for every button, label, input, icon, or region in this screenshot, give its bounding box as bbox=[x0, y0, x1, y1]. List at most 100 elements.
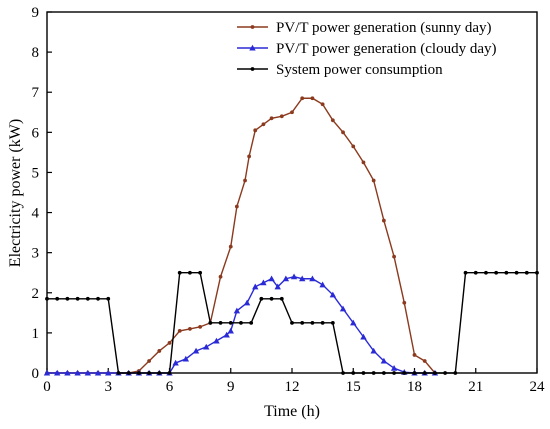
y-tick-label: 4 bbox=[32, 206, 40, 222]
data-point bbox=[282, 275, 290, 282]
series-line bbox=[47, 97, 436, 374]
data-point bbox=[380, 357, 388, 364]
legend-label: PV/T power generation (cloudy day) bbox=[276, 41, 497, 57]
x-tick-label: 24 bbox=[530, 379, 546, 395]
x-tick-label: 0 bbox=[43, 379, 51, 395]
x-tick-label: 3 bbox=[105, 379, 113, 395]
data-point bbox=[249, 320, 254, 325]
series-0 bbox=[45, 96, 437, 375]
data-point bbox=[371, 371, 376, 375]
data-point bbox=[106, 296, 111, 301]
data-point bbox=[361, 371, 366, 375]
data-point bbox=[422, 371, 427, 375]
data-point bbox=[223, 331, 230, 338]
data-point bbox=[339, 305, 347, 312]
data-point bbox=[381, 371, 386, 375]
data-point bbox=[218, 274, 223, 279]
data-point bbox=[309, 275, 316, 282]
data-point bbox=[252, 283, 259, 290]
data-point bbox=[249, 44, 256, 51]
data-point bbox=[192, 347, 200, 354]
data-point bbox=[54, 369, 61, 376]
data-point bbox=[116, 371, 121, 375]
data-point bbox=[227, 327, 234, 334]
data-point bbox=[484, 270, 488, 275]
data-point bbox=[157, 349, 162, 353]
data-point bbox=[55, 296, 60, 301]
data-point bbox=[250, 67, 255, 71]
data-point bbox=[198, 270, 203, 275]
data-point bbox=[250, 25, 255, 29]
data-point bbox=[351, 371, 356, 375]
data-point bbox=[228, 244, 233, 249]
data-point bbox=[300, 96, 305, 101]
legend-item: PV/T power generation (cloudy day) bbox=[237, 41, 497, 57]
y-tick-label: 2 bbox=[32, 286, 40, 302]
y-tick-label: 7 bbox=[32, 85, 40, 101]
data-point bbox=[188, 270, 192, 275]
data-point bbox=[198, 324, 203, 329]
data-point bbox=[94, 369, 102, 376]
data-point bbox=[310, 320, 315, 325]
data-point bbox=[234, 204, 239, 209]
y-axis-title: Electricity power (kW) bbox=[7, 119, 24, 267]
data-point bbox=[279, 114, 284, 119]
data-point bbox=[64, 369, 71, 376]
data-point bbox=[310, 96, 315, 101]
data-point bbox=[433, 371, 437, 375]
data-point bbox=[208, 320, 213, 325]
data-point bbox=[341, 130, 345, 135]
data-point bbox=[402, 300, 407, 305]
data-point bbox=[268, 275, 275, 282]
y-tick-label: 9 bbox=[32, 5, 40, 21]
data-point bbox=[422, 359, 427, 363]
data-point bbox=[259, 296, 264, 301]
data-point bbox=[233, 307, 241, 314]
x-tick-label: 12 bbox=[285, 379, 300, 395]
data-point bbox=[412, 353, 417, 357]
data-point bbox=[96, 296, 100, 301]
data-point bbox=[172, 359, 179, 366]
data-point bbox=[228, 320, 233, 325]
data-point bbox=[253, 128, 258, 133]
data-point bbox=[247, 154, 252, 159]
data-point bbox=[182, 355, 190, 362]
data-point bbox=[65, 296, 70, 301]
data-point bbox=[392, 371, 396, 375]
data-point bbox=[157, 371, 162, 375]
data-point bbox=[504, 270, 509, 275]
legend-label: System power consumption bbox=[276, 62, 443, 78]
y-tick-label: 0 bbox=[32, 366, 40, 382]
data-point bbox=[290, 110, 294, 115]
data-point bbox=[412, 371, 417, 375]
data-point bbox=[330, 118, 335, 123]
data-point bbox=[290, 273, 298, 280]
series-2 bbox=[45, 270, 539, 375]
y-tick-label: 5 bbox=[32, 165, 40, 181]
x-axis-title: Time (h) bbox=[264, 403, 320, 420]
data-point bbox=[177, 328, 182, 333]
data-point bbox=[463, 270, 468, 275]
data-point bbox=[84, 369, 92, 376]
data-point bbox=[299, 275, 306, 282]
data-point bbox=[213, 337, 220, 344]
data-point bbox=[279, 296, 284, 301]
data-point bbox=[218, 320, 223, 325]
data-point bbox=[351, 144, 356, 149]
data-point bbox=[243, 178, 247, 183]
data-point bbox=[126, 371, 131, 375]
y-tick-label: 6 bbox=[32, 125, 40, 141]
x-tick-label: 21 bbox=[468, 379, 483, 395]
data-point bbox=[243, 299, 251, 306]
x-tick-label: 6 bbox=[166, 379, 174, 395]
data-point bbox=[105, 369, 112, 376]
data-point bbox=[261, 122, 266, 127]
data-point bbox=[274, 283, 281, 290]
data-point bbox=[147, 371, 151, 375]
data-point bbox=[320, 102, 325, 107]
data-point bbox=[370, 347, 377, 354]
data-point bbox=[300, 320, 305, 325]
series-line bbox=[47, 276, 435, 374]
data-point bbox=[203, 343, 210, 350]
data-point bbox=[167, 341, 172, 345]
